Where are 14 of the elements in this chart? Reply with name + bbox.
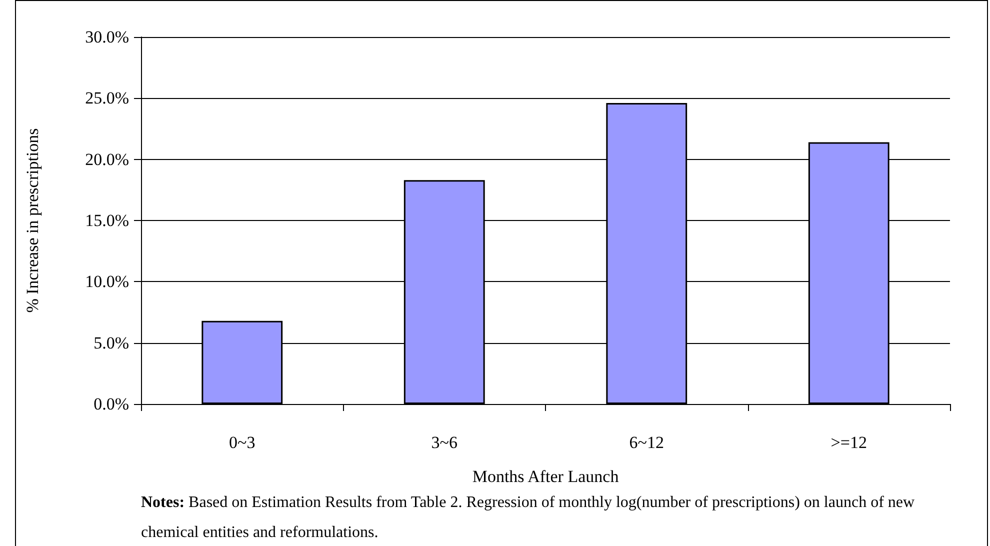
x-axis-title: Months After Launch [472, 467, 620, 486]
y-tick-label: 15.0% [85, 211, 129, 230]
x-tick-label: 0~3 [229, 433, 256, 452]
y-axis-title: % Increase in prescriptions [23, 128, 42, 313]
y-tick-label: 30.0% [85, 28, 129, 46]
y-tick-label: 10.0% [85, 272, 129, 292]
y-tick-label: 5.0% [94, 333, 129, 352]
y-tick-label: 0.0% [94, 394, 129, 414]
x-tick-label: >=12 [830, 433, 867, 452]
x-tick-label: 3~6 [431, 433, 458, 452]
text: Notes: Based on Estimation Results from Table 2. Regression of monthly log(number of prescriptions) on launch of new chemical entities and reformulations. [141, 493, 916, 543]
y-tick-label: 25.0% [85, 88, 129, 108]
y-tick-label: 20.0% [85, 150, 129, 169]
x-tick-label: 6~12 [629, 433, 664, 452]
